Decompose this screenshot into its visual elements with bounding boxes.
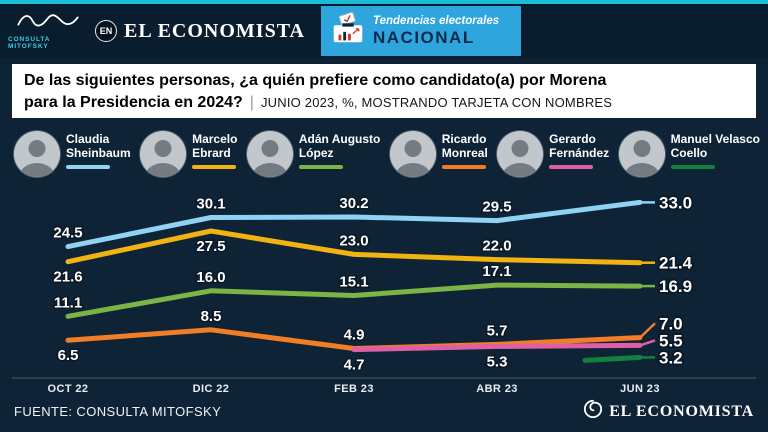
- top-bar: CONSULTA MITOFSKY EN EL ECONOMISTA Tende…: [0, 0, 768, 58]
- legend-item-marcelo-ebrard: Marcelo Ebrard: [140, 131, 237, 177]
- survey-subtitle: JUNIO 2023, %, MOSTRANDO TARJETA CON NOM…: [260, 94, 613, 110]
- data-label: 30.2: [339, 195, 368, 212]
- question-line2-row: para la Presidencia en 2024? | JUNIO 2023,…: [24, 92, 744, 114]
- legend-item-gerardo-fernandez: Gerardo Fernández: [497, 131, 609, 177]
- data-label: 23.0: [339, 232, 368, 249]
- series-color-swatch: [66, 165, 110, 170]
- question-line1: De las siguientes personas, ¿a quién pre…: [24, 72, 607, 89]
- banner-line2: NACIONAL: [373, 27, 475, 47]
- el-economista-logo-icon: [583, 399, 603, 424]
- candidate-name: Adán Augusto López: [298, 132, 381, 161]
- question-box: De las siguientes personas, ¿a quién pre…: [12, 64, 756, 118]
- legend: Claudia Sheinbaum Marcelo Ebrard Adán August…: [14, 131, 760, 177]
- candidate-name: Ricardo Monreal: [441, 132, 488, 161]
- candidate-name: Gerardo Fernández: [549, 132, 610, 161]
- candidate-photo-claudia-sheinbaum: [14, 131, 60, 177]
- banner-text: Tendencias electorales NACIONAL: [373, 15, 499, 47]
- data-label: 27.5: [196, 238, 225, 255]
- data-label: 29.5: [482, 199, 511, 216]
- final-value-label: 7.0: [659, 314, 683, 333]
- series-color-swatch: [549, 165, 594, 170]
- data-label: 15.1: [339, 274, 368, 291]
- series-line-gerardo-fernandez: [351, 342, 643, 353]
- data-label: 4.9: [344, 327, 365, 344]
- label-connector: [639, 322, 656, 339]
- series-color-swatch: [298, 165, 343, 170]
- final-value-label: 3.2: [659, 348, 683, 367]
- legend-item-claudia-sheinbaum: Claudia Sheinbaum: [14, 131, 131, 177]
- final-value-label: 5.5: [659, 331, 683, 350]
- data-label: 21.6: [53, 269, 82, 286]
- en-badge: EN: [95, 20, 117, 42]
- footer: FUENTE: CONSULTA MITOFSKY EL ECONOMISTA: [14, 399, 754, 424]
- label-connector: [639, 339, 656, 347]
- data-label: 17.1: [482, 263, 511, 280]
- series-line-manuel-velasco-coello: [582, 354, 643, 363]
- x-axis-label-jun-23: JUN 23: [620, 383, 660, 395]
- el-economista-masthead: EL ECONOMISTA: [124, 19, 305, 42]
- candidate-name: Manuel Velasco Coello: [670, 132, 760, 161]
- x-axis-label-abr-23: ABR 23: [476, 383, 518, 395]
- x-axis-label-dic-22: DIC 22: [192, 383, 230, 395]
- data-label: 5.3: [487, 353, 508, 370]
- legend-item-adan-augusto-lopez: Adán Augusto López: [246, 131, 381, 177]
- data-label: 8.5: [201, 308, 222, 325]
- series-color-swatch: [192, 165, 237, 170]
- final-value-label: 21.4: [659, 254, 693, 273]
- final-value-label: 16.9: [659, 277, 692, 296]
- question-line2: para la Presidencia en 2024?: [24, 93, 243, 111]
- candidate-name: Claudia Sheinbaum: [66, 132, 131, 161]
- candidate-name: Marcelo Ebrard: [192, 132, 238, 161]
- source-text: FUENTE: CONSULTA MITOFSKY: [14, 404, 222, 419]
- footer-brand: EL ECONOMISTA: [583, 399, 754, 424]
- x-axis: OCT 22 DIC 22 FEB 23 ABR 23 JUN 23: [0, 383, 768, 399]
- data-label: 22.0: [482, 238, 511, 255]
- banner-line1: Tendencias electorales: [373, 14, 500, 27]
- title-separator: |: [249, 93, 254, 111]
- tendencias-banner: Tendencias electorales NACIONAL: [321, 6, 521, 56]
- candidate-photo-adan-augusto-lopez: [246, 131, 293, 177]
- mitofsky-signature-icon: [12, 12, 84, 35]
- candidate-photo-manuel-velasco-coello: [618, 131, 665, 177]
- series-color-swatch: [670, 165, 715, 170]
- candidate-photo-gerardo-fernandez: [497, 131, 544, 177]
- data-label: 11.1: [54, 294, 82, 311]
- legend-item-ricardo-monreal: Ricardo Monreal: [389, 131, 488, 177]
- data-label: 30.1: [196, 196, 225, 213]
- ballot-box-icon: [329, 10, 367, 53]
- final-value-label: 33.0: [659, 193, 692, 212]
- series-line-claudia-sheinbaum: [65, 199, 643, 250]
- legend-item-manuel-velasco-coello: Manuel Velasco Coello: [618, 131, 760, 177]
- candidate-photo-marcelo-ebrard: [140, 131, 187, 177]
- x-axis-label-oct-22: OCT 22: [47, 383, 89, 395]
- series-color-swatch: [441, 165, 486, 170]
- x-axis-label-feb-23: FEB 23: [334, 383, 374, 395]
- series-line-marcelo-ebrard: [65, 228, 643, 266]
- candidate-photo-ricardo-monreal: [389, 131, 436, 177]
- data-label: 24.5: [53, 225, 82, 242]
- data-label: 16.0: [196, 269, 225, 286]
- data-label: 5.7: [487, 322, 508, 339]
- data-label: 4.7: [344, 357, 365, 374]
- footer-brand-text: EL ECONOMISTA: [609, 402, 754, 420]
- mitofsky-caption: CONSULTA MITOFSKY: [8, 36, 51, 50]
- data-label: 6.5: [58, 347, 79, 364]
- consulta-mitofsky-logo: CONSULTA MITOFSKY: [8, 12, 88, 50]
- trend-chart: 24.5 30.1 30.2 29.5 21.6 27.5 23.0 22.0 11.1 16.0…: [12, 192, 756, 379]
- series-line-adan-augusto-lopez: [65, 282, 643, 319]
